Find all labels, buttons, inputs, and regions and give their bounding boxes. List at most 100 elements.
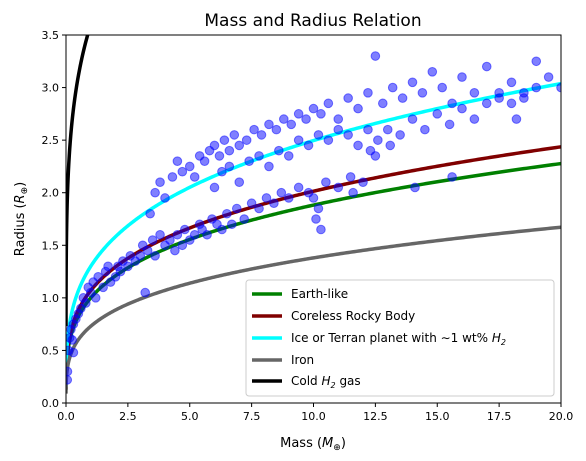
planet-point — [81, 298, 91, 308]
planet-point — [256, 130, 267, 140]
planet-point — [506, 77, 517, 88]
y-tick-label: 1.0 — [42, 292, 60, 305]
planet-point — [155, 229, 165, 240]
planet-point — [293, 182, 304, 193]
legend-label-cold-h2-var: H — [322, 374, 331, 388]
planet-point — [370, 51, 381, 61]
planet-point — [370, 151, 381, 161]
planet-point — [224, 145, 235, 156]
legend-label-ice-terran-text: Ice or Terran planet with ∼1 wt% — [291, 331, 492, 345]
planet-point — [531, 82, 542, 93]
x-axis-label-var: M — [322, 436, 333, 451]
planet-point — [531, 56, 542, 67]
legend-box — [245, 279, 555, 397]
planet-point — [385, 140, 396, 151]
planet-point — [217, 224, 227, 235]
planet-point — [427, 67, 438, 77]
y-axis-label-var: R — [13, 194, 28, 203]
planet-point — [469, 114, 480, 124]
y-axis-label-sub: ⊕ — [20, 187, 30, 195]
planet-point — [276, 187, 287, 198]
planet-point — [363, 88, 373, 98]
y-axis-ticks: 0.0 0.5 1.0 1.5 2.0 2.5 3.0 3.5 — [42, 29, 66, 410]
y-tick-label: 2.0 — [42, 187, 60, 200]
planet-point — [519, 93, 529, 103]
planet-point — [229, 130, 240, 140]
legend-label-ice-terran: Ice or Terran planet with ∼1 wt% H2 — [291, 331, 506, 347]
planet-point — [254, 151, 264, 161]
planet-point — [283, 193, 294, 203]
legend-label-cold-h2: Cold H2 gas — [291, 374, 361, 390]
planet-point — [407, 77, 418, 88]
planet-point — [172, 156, 183, 166]
model-curve-4 — [66, 35, 90, 327]
planet-point — [189, 229, 200, 240]
legend-label-cold-h2-post: gas — [336, 374, 361, 388]
planet-point — [180, 224, 190, 235]
model-curve-3 — [66, 225, 561, 394]
planet-point — [407, 114, 418, 124]
planet-point — [333, 114, 344, 124]
planet-point — [202, 229, 212, 240]
y-axis-label-base: Radius ( — [13, 203, 28, 256]
planet-point — [286, 119, 297, 130]
planet-point — [244, 156, 254, 166]
y-tick-label: 2.5 — [42, 134, 60, 147]
planet-point — [308, 103, 319, 114]
planet-point — [150, 187, 160, 198]
planet-point — [170, 245, 180, 256]
planet-point — [353, 140, 363, 151]
x-tick-label: 0.0 — [57, 410, 75, 423]
planet-point — [506, 98, 517, 109]
planet-point — [301, 114, 311, 124]
planet-point — [323, 135, 334, 145]
planet-point — [283, 151, 294, 161]
planet-point — [147, 235, 158, 245]
planet-point — [155, 177, 165, 187]
planet-point — [333, 124, 344, 135]
planet-point — [150, 251, 160, 261]
planet-point — [269, 198, 279, 209]
y-tick-label: 1.5 — [42, 239, 60, 252]
planet-point — [217, 166, 227, 177]
planet-point — [231, 203, 242, 214]
planet-point — [397, 93, 408, 103]
planet-point — [444, 119, 455, 130]
planet-point — [378, 98, 388, 109]
planet-point — [308, 193, 319, 203]
y-tick-label: 0.0 — [42, 397, 60, 410]
planet-point — [66, 375, 73, 385]
planet-point — [387, 82, 398, 93]
planet-point — [543, 72, 554, 82]
planet-point — [68, 347, 79, 358]
legend-label-iron: Iron — [291, 353, 314, 367]
planet-point — [234, 140, 245, 151]
planet-point — [293, 109, 304, 119]
legend-label-cold-h2-sub: 2 — [331, 381, 336, 390]
planet-point — [457, 103, 467, 114]
planet-point — [345, 172, 356, 182]
planet-point — [382, 124, 393, 135]
legend-label-coreless: Coreless Rocky Body — [291, 309, 415, 323]
planet-point — [241, 135, 252, 145]
x-tick-label: 10.0 — [301, 410, 326, 423]
planet-point — [167, 172, 178, 182]
x-tick-label: 7.5 — [243, 410, 261, 423]
planet-point — [254, 203, 264, 214]
x-tick-label: 12.5 — [363, 410, 388, 423]
planet-point — [313, 203, 324, 214]
legend-label-ice-terran-sub: 2 — [501, 338, 506, 347]
model-curve-2 — [66, 81, 561, 388]
planet-point — [160, 193, 170, 203]
planet-point — [343, 130, 353, 140]
planet-point — [249, 124, 259, 135]
planet-point — [321, 177, 331, 187]
planet-point — [90, 293, 101, 303]
planet-point — [274, 145, 284, 156]
planet-point — [432, 109, 443, 119]
x-axis-label-base: Mass ( — [280, 436, 322, 451]
planet-point — [103, 261, 113, 272]
planet-point — [123, 261, 133, 272]
x-tick-label: 5.0 — [181, 410, 199, 423]
